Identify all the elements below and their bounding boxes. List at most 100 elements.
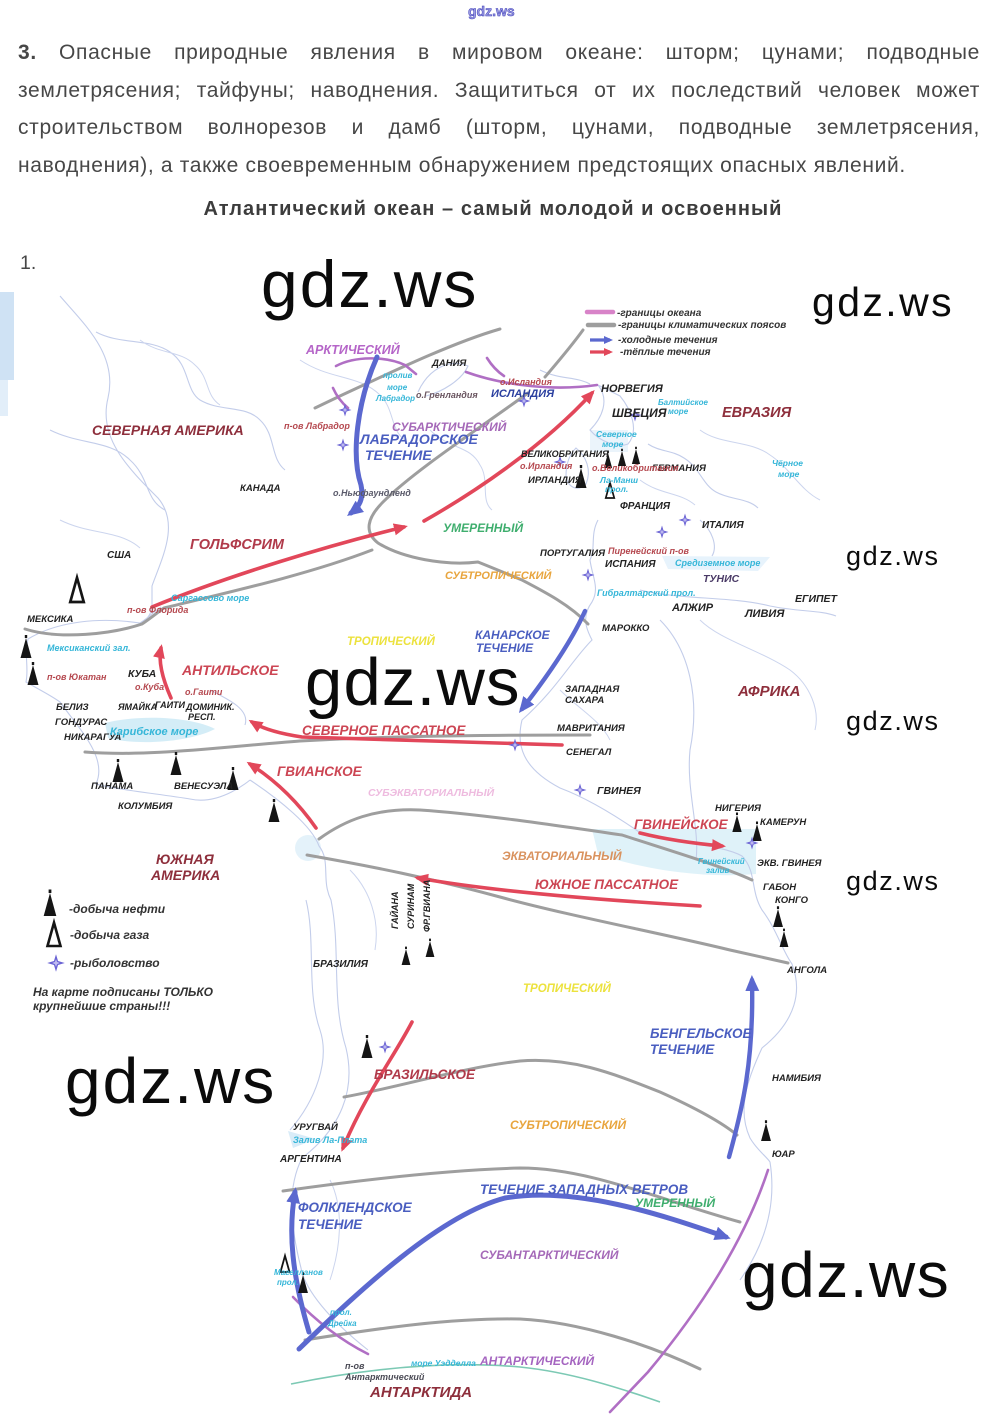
svg-text:ИТАЛИЯ: ИТАЛИЯ [702, 520, 744, 531]
svg-text:СЕВЕРНОЕ ПАССАТНОЕ: СЕВЕРНОЕ ПАССАТНОЕ [302, 723, 466, 738]
svg-text:-границы океана: -границы океана [617, 308, 702, 319]
svg-text:ГЕРМАНИЯ: ГЕРМАНИЯ [652, 463, 707, 474]
svg-text:АРКТИЧЕСКИЙ: АРКТИЧЕСКИЙ [305, 341, 401, 357]
svg-text:УМЕРЕННЫЙ: УМЕРЕННЫЙ [635, 1194, 715, 1210]
svg-text:ГОНДУРАС: ГОНДУРАС [55, 717, 107, 728]
svg-text:ДАНИЯ: ДАНИЯ [431, 358, 467, 369]
svg-text:Саргассово море: Саргассово море [171, 593, 249, 603]
svg-text:АЛЖИР: АЛЖИР [671, 602, 714, 614]
svg-text:БРАЗИЛИЯ: БРАЗИЛИЯ [313, 959, 369, 970]
svg-text:ГАИТИ: ГАИТИ [155, 700, 186, 710]
svg-text:ТЕЧЕНИЕ: ТЕЧЕНИЕ [365, 447, 432, 463]
svg-text:ВЕЛИКОБРИТАНИЯ: ВЕЛИКОБРИТАНИЯ [521, 449, 609, 459]
svg-text:БЕЛИЗ: БЕЛИЗ [56, 702, 89, 713]
svg-text:ГАЙАНА: ГАЙАНА [389, 891, 400, 929]
svg-text:о.Куба: о.Куба [135, 682, 164, 692]
svg-text:УРУГВАЙ: УРУГВАЙ [293, 1121, 338, 1133]
svg-text:Средиземное море: Средиземное море [675, 558, 760, 568]
svg-text:крупнейшие страны!!!: крупнейшие страны!!! [33, 999, 170, 1013]
svg-text:КОНГО: КОНГО [775, 895, 809, 906]
svg-text:ЭКВ. ГВИНЕЯ: ЭКВ. ГВИНЕЯ [757, 858, 823, 869]
svg-text:Карибское море: Карибское море [110, 726, 198, 738]
svg-text:Пиренейский п-ов: Пиренейский п-ов [608, 546, 689, 556]
svg-text:СУБТРОПИЧЕСКИЙ: СУБТРОПИЧЕСКИЙ [510, 1116, 626, 1132]
svg-text:СУБЭКВАТОРИАЛЬНЫЙ: СУБЭКВАТОРИАЛЬНЫЙ [368, 786, 495, 799]
svg-text:НИКАРАГУА: НИКАРАГУА [64, 732, 122, 743]
svg-text:ШВЕЦИЯ: ШВЕЦИЯ [612, 406, 667, 420]
svg-text:КУБА: КУБА [128, 668, 156, 680]
svg-text:ЮЖНОЕ ПАССАТНОЕ: ЮЖНОЕ ПАССАТНОЕ [535, 877, 679, 892]
svg-text:АФРИКА: АФРИКА [737, 683, 800, 700]
svg-text:НИГЕРИЯ: НИГЕРИЯ [715, 803, 762, 814]
svg-text:САХАРА: САХАРА [565, 695, 604, 706]
svg-text:СУРИНАМ: СУРИНАМ [406, 883, 416, 929]
svg-text:залив: залив [706, 866, 729, 875]
svg-text:-тёплые течения: -тёплые течения [620, 347, 711, 358]
svg-text:ТЕЧЕНИЕ: ТЕЧЕНИЕ [298, 1217, 363, 1232]
svg-text:море: море [602, 439, 624, 449]
svg-text:ЕГИПЕТ: ЕГИПЕТ [795, 593, 839, 605]
svg-text:НОРВЕГИЯ: НОРВЕГИЯ [601, 383, 664, 395]
svg-text:о.Гренландия: о.Гренландия [416, 390, 478, 400]
svg-text:США: США [107, 550, 131, 561]
svg-text:море: море [778, 469, 800, 479]
svg-text:КАМЕРУН: КАМЕРУН [760, 817, 807, 828]
svg-text:о.Гаити: о.Гаити [185, 687, 223, 697]
svg-text:ФР.ГВИАНА: ФР.ГВИАНА [422, 880, 432, 932]
svg-text:прол.: прол. [277, 1278, 299, 1287]
svg-text:Балтийское: Балтийское [658, 398, 708, 407]
svg-text:ЛАБРАДОРСКОЕ: ЛАБРАДОРСКОЕ [359, 431, 478, 447]
svg-text:БЕНГЕЛЬСКОЕ: БЕНГЕЛЬСКОЕ [650, 1026, 752, 1041]
svg-text:ПАНАМА: ПАНАМА [91, 781, 133, 792]
svg-text:Лабрадор: Лабрадор [375, 394, 415, 403]
svg-text:МАРОККО: МАРОККО [602, 623, 650, 634]
svg-text:ВЕНЕСУЭЛА: ВЕНЕСУЭЛА [174, 781, 233, 792]
svg-text:СУБАРКТИЧЕСКИЙ: СУБАРКТИЧЕСКИЙ [392, 418, 507, 434]
svg-text:п-ов Лабрадор: п-ов Лабрадор [284, 421, 350, 431]
svg-text:ЯМАЙКА: ЯМАЙКА [117, 701, 157, 712]
svg-text:прол.: прол. [330, 1308, 352, 1317]
svg-text:СЕВЕРНАЯ АМЕРИКА: СЕВЕРНАЯ АМЕРИКА [92, 422, 244, 438]
svg-text:Чёрное: Чёрное [772, 458, 803, 468]
svg-text:ТЕЧЕНИЕ ЗАПАДНЫХ ВЕТРОВ: ТЕЧЕНИЕ ЗАПАДНЫХ ВЕТРОВ [480, 1182, 688, 1197]
svg-text:Дрейка: Дрейка [327, 1319, 357, 1328]
svg-text:ЮЖНАЯ: ЮЖНАЯ [156, 851, 214, 867]
svg-text:ГВИАНСКОЕ: ГВИАНСКОЕ [277, 764, 363, 779]
svg-text:п-ов Юкатан: п-ов Юкатан [47, 672, 107, 682]
svg-text:ТЕЧЕНИЕ: ТЕЧЕНИЕ [476, 641, 534, 655]
svg-text:ЕВРАЗИЯ: ЕВРАЗИЯ [722, 405, 792, 421]
svg-text:-добыча газа: -добыча газа [70, 928, 149, 942]
svg-text:море: море [387, 383, 408, 392]
svg-text:ФОЛКЛЕНДСКОЕ: ФОЛКЛЕНДСКОЕ [298, 1200, 413, 1215]
svg-text:БРАЗИЛЬСКОЕ: БРАЗИЛЬСКОЕ [374, 1067, 476, 1082]
svg-text:МАВРИТАНИЯ: МАВРИТАНИЯ [557, 723, 626, 734]
svg-text:АНГОЛА: АНГОЛА [786, 965, 827, 976]
svg-text:ТРОПИЧЕСКИЙ: ТРОПИЧЕСКИЙ [347, 635, 436, 648]
svg-text:Северное: Северное [596, 429, 637, 439]
svg-text:-добыча нефти: -добыча нефти [69, 902, 166, 916]
svg-text:ГВИНЕЙСКОЕ: ГВИНЕЙСКОЕ [634, 816, 729, 832]
svg-text:РЕСП.: РЕСП. [188, 712, 215, 722]
svg-text:о.Исландия: о.Исландия [500, 377, 553, 387]
svg-text:ТЕЧЕНИЕ: ТЕЧЕНИЕ [650, 1042, 715, 1057]
svg-text:КОЛУМБИЯ: КОЛУМБИЯ [118, 801, 173, 812]
svg-text:НАМИБИЯ: НАМИБИЯ [772, 1073, 822, 1084]
svg-text:АНТИЛЬСКОЕ: АНТИЛЬСКОЕ [181, 662, 279, 678]
svg-text:-холодные течения: -холодные течения [618, 335, 718, 346]
svg-text:ГВИНЕЯ: ГВИНЕЯ [597, 785, 641, 797]
svg-text:Гибралтарский прол.: Гибралтарский прол. [597, 588, 696, 598]
svg-text:ТРОПИЧЕСКИЙ: ТРОПИЧЕСКИЙ [523, 982, 612, 995]
svg-text:ИСПАНИЯ: ИСПАНИЯ [605, 559, 656, 570]
svg-text:п-ов: п-ов [345, 1361, 365, 1371]
svg-text:ПОРТУГАЛИЯ: ПОРТУГАЛИЯ [540, 548, 606, 559]
svg-text:АНТАРКТИДА: АНТАРКТИДА [369, 1384, 472, 1401]
svg-text:о.Великобритания: о.Великобритания [592, 463, 679, 473]
svg-text:о.Ньюфаундленд: о.Ньюфаундленд [333, 488, 411, 498]
svg-text:п-ов Флорида: п-ов Флорида [127, 605, 188, 615]
svg-text:УМЕРЕННЫЙ: УМЕРЕННЫЙ [443, 519, 523, 535]
svg-text:АРГЕНТИНА: АРГЕНТИНА [279, 1154, 342, 1165]
svg-text:СУБТРОПИЧЕСКИЙ: СУБТРОПИЧЕСКИЙ [445, 569, 553, 582]
svg-text:Магелланов: Магелланов [274, 1268, 323, 1277]
svg-text:ЮАР: ЮАР [772, 1149, 795, 1160]
svg-text:ИСЛАНДИЯ: ИСЛАНДИЯ [491, 388, 555, 400]
